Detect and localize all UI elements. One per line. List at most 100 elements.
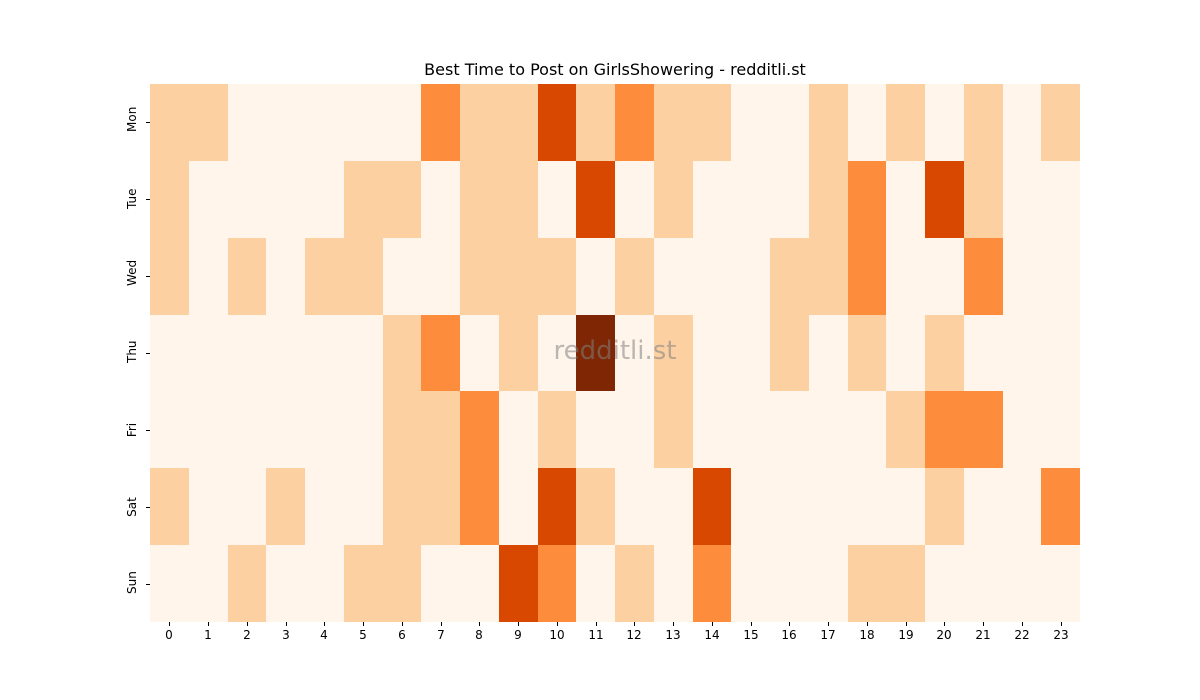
x-tick-label: 21 [975, 628, 991, 642]
x-tick [673, 622, 674, 626]
x-tick [596, 622, 597, 626]
heatmap-cell [576, 468, 615, 546]
x-tick [557, 622, 558, 626]
heatmap-cell [188, 84, 228, 161]
x-tick-label: 23 [1053, 628, 1069, 642]
heatmap-cell [1041, 84, 1080, 161]
heatmap-cell [150, 545, 189, 622]
heatmap-cell [1041, 468, 1080, 546]
heatmap-cell [227, 160, 267, 238]
heatmap-cell [421, 468, 460, 546]
heatmap-cell [653, 391, 693, 469]
heatmap-cell [382, 84, 422, 161]
heatmap-cell [1041, 160, 1080, 238]
x-tick [479, 622, 480, 626]
heatmap-cell [1041, 314, 1080, 392]
heatmap-cell [537, 468, 577, 546]
heatmap-cell [460, 468, 499, 546]
x-tick [1022, 622, 1023, 626]
heatmap-cell [150, 391, 189, 469]
x-tick [324, 622, 325, 626]
heatmap-cell [615, 237, 654, 315]
heatmap-cell [808, 468, 848, 546]
heatmap-cell [421, 237, 460, 315]
heatmap-cell [925, 237, 964, 315]
heatmap-cell [963, 468, 1003, 546]
heatmap-cell [615, 391, 654, 469]
y-tick [146, 353, 150, 354]
heatmap-cell [1002, 545, 1042, 622]
heatmap-cell [150, 314, 189, 392]
x-tick [867, 622, 868, 626]
x-tick-label: 18 [859, 628, 875, 642]
heatmap-cell [963, 84, 1003, 161]
heatmap-cell [305, 391, 344, 469]
y-tick-label: Thu [125, 340, 139, 363]
heatmap-cell [1002, 468, 1042, 546]
heatmap-cell [1002, 160, 1042, 238]
heatmap-cell [925, 160, 964, 238]
heatmap-cell [227, 468, 267, 546]
heatmap-cell [382, 545, 422, 622]
heatmap-cell [188, 468, 228, 546]
heatmap-cell [770, 468, 809, 546]
x-tick [286, 622, 287, 626]
heatmap-cell [770, 84, 809, 161]
heatmap-cell [653, 237, 693, 315]
heatmap-cell [653, 160, 693, 238]
heatmap-cell [886, 237, 925, 315]
heatmap-cell [886, 84, 925, 161]
x-tick [634, 622, 635, 626]
heatmap-cell [886, 545, 925, 622]
x-tick-label: 11 [588, 628, 604, 642]
heatmap-cell [963, 160, 1003, 238]
heatmap-cell [150, 468, 189, 546]
heatmap-cell [343, 391, 383, 469]
heatmap-cell [576, 545, 615, 622]
heatmap-cell [1002, 237, 1042, 315]
heatmap-cell [537, 160, 577, 238]
heatmap-cell [498, 468, 538, 546]
x-tick [208, 622, 209, 626]
heatmap-cell [421, 391, 460, 469]
y-tick [146, 584, 150, 585]
heatmap-cell [305, 314, 344, 392]
heatmap-cell [692, 468, 732, 546]
heatmap-cell [653, 314, 693, 392]
heatmap-cell [382, 468, 422, 546]
heatmap-cell [692, 391, 732, 469]
heatmap-cell [925, 314, 964, 392]
y-tick [146, 199, 150, 200]
x-tick [789, 622, 790, 626]
heatmap-cell [343, 160, 383, 238]
heatmap-cell [421, 160, 460, 238]
heatmap-cell [343, 468, 383, 546]
x-tick-label: 6 [398, 628, 406, 642]
heatmap-cell [808, 160, 848, 238]
x-tick [828, 622, 829, 626]
heatmap-cell [266, 314, 305, 392]
x-tick [944, 622, 945, 626]
heatmap-cell [305, 84, 344, 161]
heatmap-cell [808, 84, 848, 161]
heatmap-cell [576, 84, 615, 161]
x-tick [169, 622, 170, 626]
heatmap-cell [382, 391, 422, 469]
x-tick-label: 3 [282, 628, 290, 642]
heatmap-grid [150, 84, 1080, 622]
y-tick-label: Tue [125, 188, 139, 210]
heatmap-cell [150, 160, 189, 238]
heatmap-cell [537, 391, 577, 469]
x-tick [363, 622, 364, 626]
heatmap-cell [692, 84, 732, 161]
heatmap-cell [227, 391, 267, 469]
heatmap-cell [925, 468, 964, 546]
heatmap-cell [343, 237, 383, 315]
heatmap-cell [227, 545, 267, 622]
x-tick [518, 622, 519, 626]
heatmap-cell [731, 314, 770, 392]
heatmap-cell [770, 160, 809, 238]
y-tick-label: Sun [125, 571, 139, 594]
heatmap-cell [770, 545, 809, 622]
heatmap-cell [498, 314, 538, 392]
